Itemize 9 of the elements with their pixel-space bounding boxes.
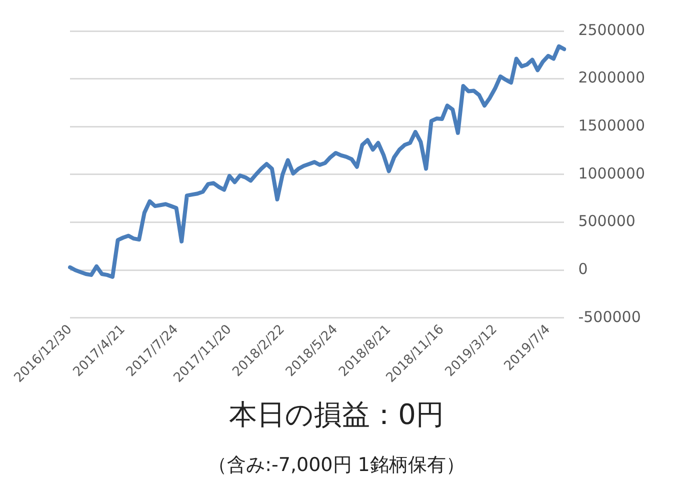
- y-tick-label: 0: [578, 260, 588, 278]
- y-tick-label: 2500000: [578, 20, 646, 39]
- text: （含み:-7,000円 1銘柄保有）: [207, 453, 466, 478]
- text: 本日の損益：0円: [228, 397, 445, 433]
- y-tick-label: -500000: [578, 308, 641, 326]
- y-tick-label: 1000000: [578, 164, 646, 182]
- y-tick-label: 1500000: [578, 116, 646, 135]
- y-tick-label: 500000: [578, 212, 636, 230]
- y-tick-label: 2000000: [578, 68, 646, 87]
